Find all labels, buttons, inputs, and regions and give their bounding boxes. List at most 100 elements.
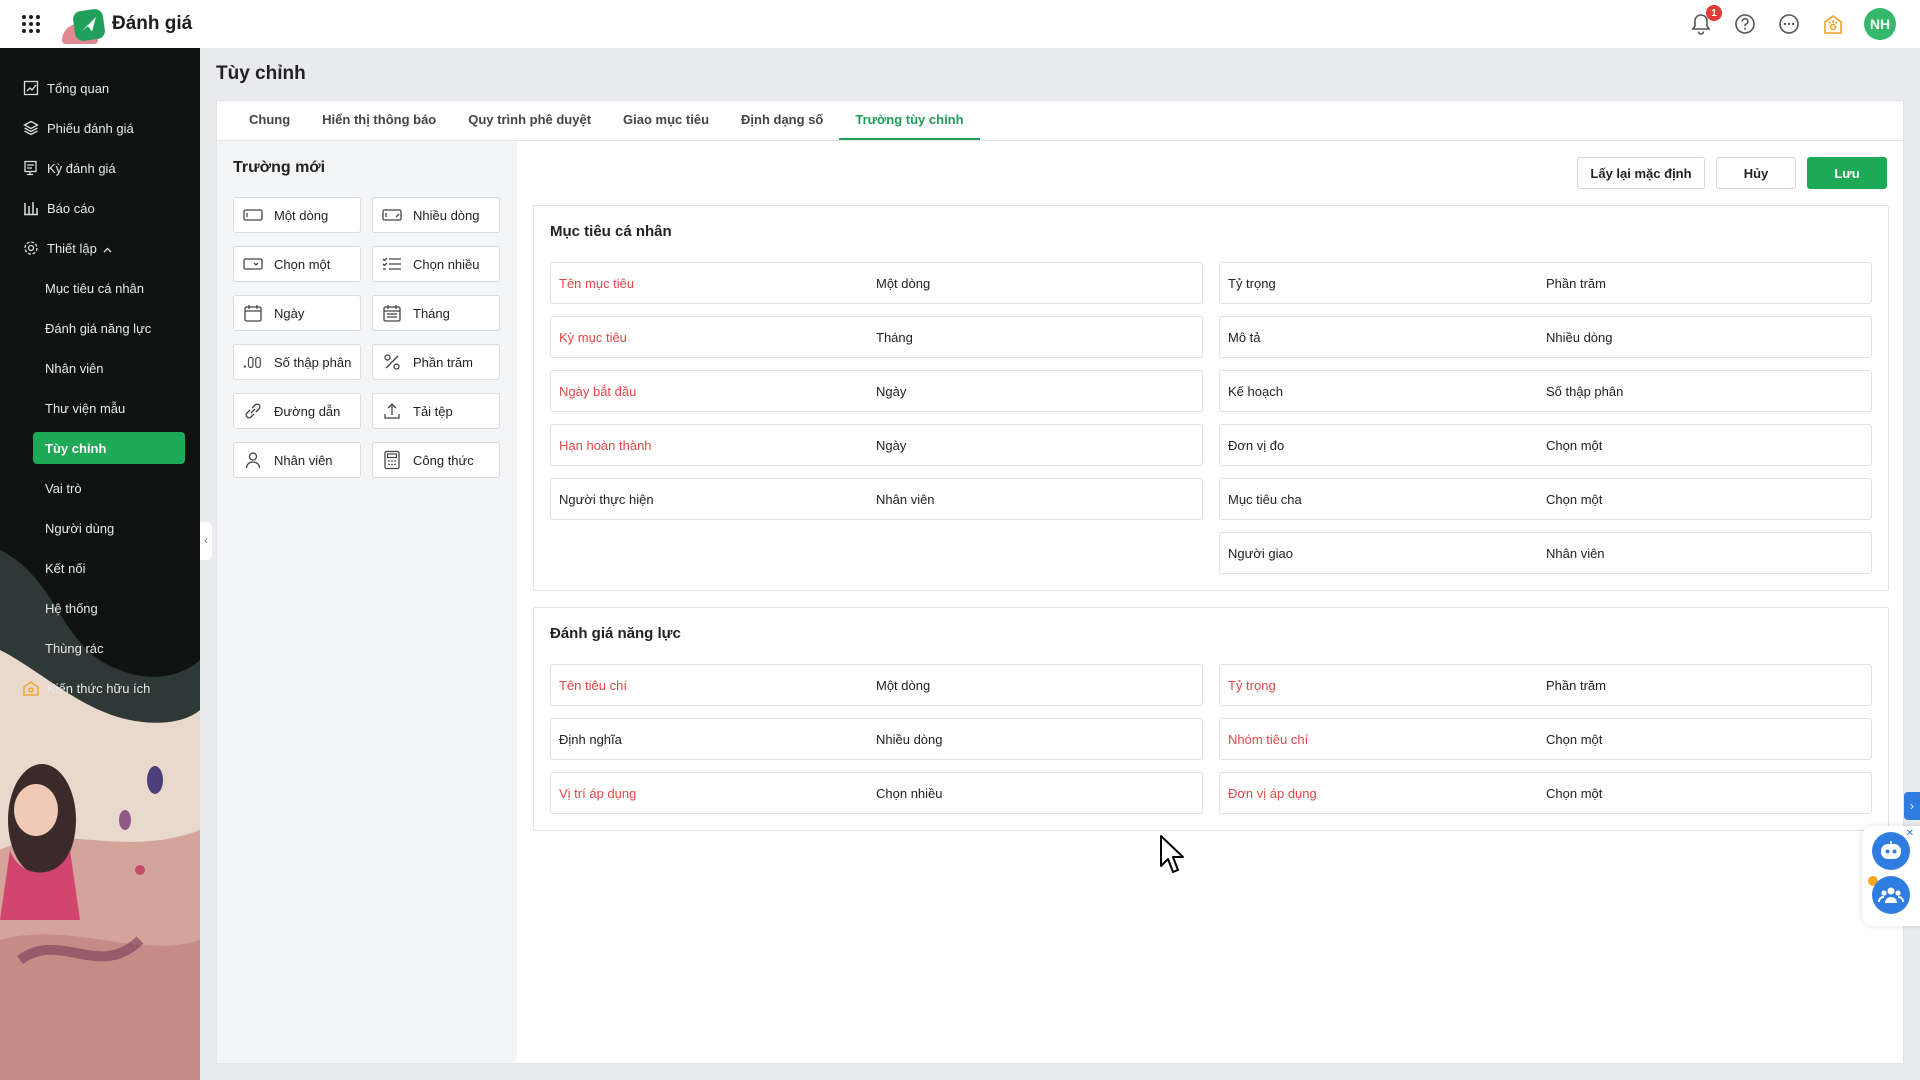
sidebar-item-periods[interactable]: Kỳ đánh giá xyxy=(0,148,200,188)
field-type-date[interactable]: Ngày xyxy=(233,295,361,331)
tab-approval-flow[interactable]: Quy trình phê duyệt xyxy=(468,112,592,127)
bell-icon[interactable]: 1 xyxy=(1688,5,1722,37)
field-row[interactable]: Định nghĩa Nhiều dòng xyxy=(550,718,1203,760)
app-logo xyxy=(50,4,110,44)
field-type-decimal[interactable]: Số thập phân xyxy=(233,344,361,380)
field-row[interactable]: Tỷ trọng Phần trăm xyxy=(1219,262,1872,304)
field-row[interactable]: Mô tả Nhiều dòng xyxy=(1219,316,1872,358)
sidebar-item-overview[interactable]: Tổng quan xyxy=(0,68,200,108)
upload-icon xyxy=(382,401,402,421)
field-type-select-one[interactable]: Chọn một xyxy=(233,246,361,282)
sidebar-item-settings[interactable]: Thiết lập xyxy=(0,228,200,268)
tab-number-format[interactable]: Định dạng số xyxy=(741,112,824,127)
help-icon[interactable] xyxy=(1732,11,1758,37)
sidebar-item-label: Kỳ đánh giá xyxy=(47,160,116,176)
bar-chart-icon xyxy=(22,199,40,217)
user-avatar[interactable]: NH xyxy=(1864,8,1896,40)
field-row[interactable]: Kế hoạch Số thập phân xyxy=(1219,370,1872,412)
section-title: Đánh giá năng lực xyxy=(550,625,681,642)
sidebar-sub-customize[interactable]: Tùy chỉnh xyxy=(33,432,185,464)
tab-assign-goals[interactable]: Giao mục tiêu xyxy=(623,112,710,127)
section-personal-goals: Mục tiêu cá nhân Tên mục tiêu Một dòng Kỳ… xyxy=(533,205,1889,591)
decimal-icon xyxy=(243,352,263,372)
calendar-doc-icon xyxy=(22,159,40,177)
tab-notifications[interactable]: Hiển thị thông báo xyxy=(322,112,437,127)
field-type-multi-line[interactable]: Nhiều dòng xyxy=(372,197,500,233)
save-button[interactable]: Lưu xyxy=(1807,157,1887,189)
field-row[interactable]: Đơn vị đo Chọn một xyxy=(1219,424,1872,466)
month-calendar-icon xyxy=(382,303,402,323)
field-row[interactable]: Tỷ trọng Phần trăm xyxy=(1219,664,1872,706)
field-type-select-many[interactable]: Chọn nhiều xyxy=(372,246,500,282)
checklist-icon xyxy=(382,254,402,274)
field-type-link[interactable]: Đường dẫn xyxy=(233,393,361,429)
field-row[interactable]: Mục tiêu cha Chọn một xyxy=(1219,478,1872,520)
lightbulb-icon[interactable] xyxy=(1820,11,1846,37)
new-fields-title: Trường mới xyxy=(233,159,326,176)
field-row[interactable]: Tên mục tiêu Một dòng xyxy=(550,262,1203,304)
field-type-month[interactable]: Tháng xyxy=(372,295,500,331)
new-fields-panel: Trường mới Một dòng Nhiều dòng Chọn một … xyxy=(217,141,517,1063)
notification-badge: 1 xyxy=(1706,5,1722,21)
field-row[interactable]: Ngày bắt đầu Ngày xyxy=(550,370,1203,412)
field-row[interactable]: Kỳ mục tiêu Tháng xyxy=(550,316,1203,358)
calendar-icon xyxy=(243,303,263,323)
sidebar-item-label: Phiếu đánh giá xyxy=(47,120,134,136)
page-title: Tùy chỉnh xyxy=(216,63,306,84)
expand-panel-button[interactable]: › xyxy=(1904,792,1920,820)
dropdown-icon xyxy=(243,254,263,274)
sidebar-sub-personal-goals[interactable]: Mục tiêu cá nhân xyxy=(45,280,145,296)
mouse-cursor xyxy=(1160,835,1184,873)
sidebar-sub-competency[interactable]: Đánh giá năng lực xyxy=(45,320,152,336)
app-grid-icon[interactable] xyxy=(22,15,40,33)
link-icon xyxy=(243,401,263,421)
field-row[interactable]: Tên tiêu chí Một dòng xyxy=(550,664,1203,706)
cancel-button[interactable]: Hủy xyxy=(1716,157,1796,189)
sidebar-item-reports[interactable]: Báo cáo xyxy=(0,188,200,228)
sidebar-sub-connections[interactable]: Kết nối xyxy=(45,560,86,576)
sidebar-sub-roles[interactable]: Vai trò xyxy=(45,480,82,496)
field-row[interactable]: Người thực hiện Nhân viên xyxy=(550,478,1203,520)
chat-icon[interactable] xyxy=(1776,11,1802,37)
action-buttons: Lấy lại mặc định Hủy Lưu xyxy=(1577,157,1887,189)
sidebar-sub-employees[interactable]: Nhân viên xyxy=(45,360,104,376)
status-dot xyxy=(1868,876,1878,886)
chart-icon xyxy=(22,79,40,97)
sidebar-item-label: Thiết lập xyxy=(47,240,97,256)
sidebar-sub-templates[interactable]: Thư viện mẫu xyxy=(45,400,126,416)
sidebar-item-label: Tổng quan xyxy=(47,80,110,96)
tab-general[interactable]: Chung xyxy=(249,112,291,127)
field-type-percent[interactable]: Phần trăm xyxy=(372,344,500,380)
assistant-widget: ✕ xyxy=(1862,826,1920,926)
field-row[interactable]: Đơn vị áp dụng Chọn một xyxy=(1219,772,1872,814)
close-icon[interactable]: ✕ xyxy=(1905,828,1914,839)
single-line-icon xyxy=(243,205,263,225)
section-competency: Đánh giá năng lực Tên tiêu chí Một dòng Đ… xyxy=(533,607,1889,831)
chatbot-icon[interactable] xyxy=(1872,832,1910,870)
field-type-upload[interactable]: Tải tệp xyxy=(372,393,500,429)
multi-line-icon xyxy=(382,205,402,225)
percent-icon xyxy=(382,352,402,372)
sidebar-item-knowledge[interactable]: Kiến thức hữu ích xyxy=(0,668,200,708)
field-row[interactable]: Người giao Nhân viên xyxy=(1219,532,1872,574)
gear-icon xyxy=(22,239,40,257)
sidebar-collapse-button[interactable]: ‹ xyxy=(200,522,212,560)
community-icon[interactable] xyxy=(1872,876,1910,914)
sidebar-item-forms[interactable]: Phiếu đánh giá xyxy=(0,108,200,148)
sidebar-sub-system[interactable]: Hệ thống xyxy=(45,600,98,616)
person-icon xyxy=(243,450,263,470)
field-row[interactable]: Nhóm tiêu chí Chọn một xyxy=(1219,718,1872,760)
sidebar-sub-users[interactable]: Người dùng xyxy=(45,520,115,536)
sidebar-sub-trash[interactable]: Thùng rác xyxy=(45,640,104,656)
field-row[interactable]: Vị trí áp dụng Chọn nhiều xyxy=(550,772,1203,814)
field-row[interactable]: Hạn hoàn thành Ngày xyxy=(550,424,1203,466)
chevron-up-icon xyxy=(103,241,112,256)
sidebar-item-label: Báo cáo xyxy=(47,200,95,216)
field-type-single-line[interactable]: Một dòng xyxy=(233,197,361,233)
field-type-employee[interactable]: Nhân viên xyxy=(233,442,361,478)
tab-custom-fields[interactable]: Trường tùy chỉnh xyxy=(839,101,980,140)
main-card: Chung Hiển thị thông báo Quy trình phê d… xyxy=(216,100,1904,1064)
top-bar: Đánh giá 1 NH xyxy=(0,0,1920,48)
reset-default-button[interactable]: Lấy lại mặc định xyxy=(1577,157,1705,189)
field-type-formula[interactable]: Công thức xyxy=(372,442,500,478)
